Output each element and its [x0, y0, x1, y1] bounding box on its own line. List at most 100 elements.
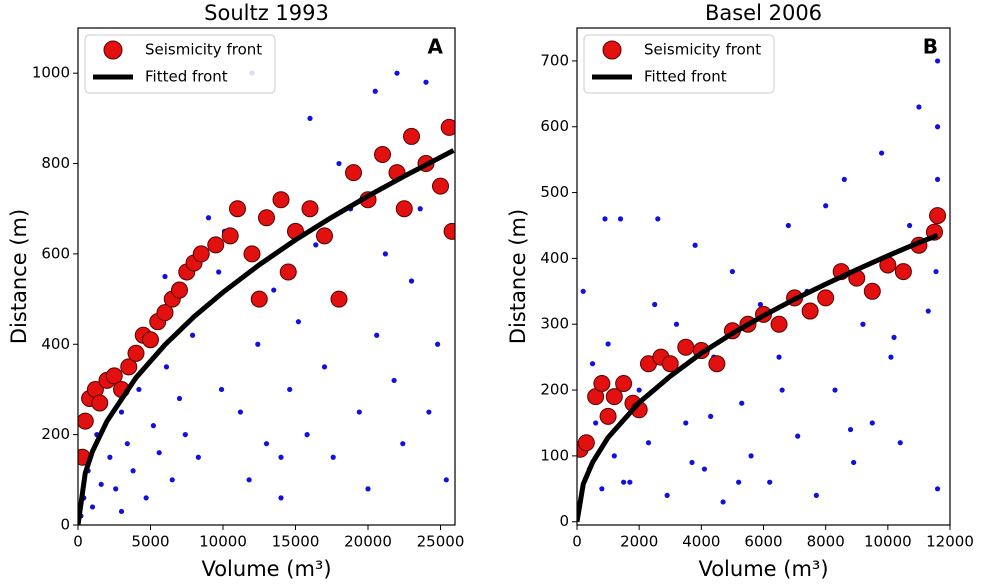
- front-point: [221, 227, 239, 245]
- event-point: [307, 115, 313, 121]
- front-point: [593, 374, 611, 392]
- legend-marker: [602, 40, 622, 60]
- x-axis-label: Volume (m³): [201, 557, 331, 581]
- event-point: [847, 426, 854, 433]
- event-point: [888, 354, 894, 360]
- event-point: [795, 433, 801, 439]
- y-tick-label: 800: [41, 154, 70, 172]
- event-point: [118, 508, 125, 515]
- event-point: [729, 268, 736, 275]
- event-point: [933, 268, 939, 275]
- event-point: [692, 242, 698, 248]
- legend-label: Seismicity front: [644, 41, 761, 59]
- event-point: [621, 479, 627, 485]
- event-point: [627, 479, 633, 485]
- panel-label: A: [428, 35, 444, 59]
- event-point: [605, 341, 611, 347]
- event-point: [823, 203, 829, 209]
- event-point: [313, 242, 319, 248]
- event-point: [925, 308, 931, 314]
- event-point: [365, 486, 371, 492]
- event-point: [779, 387, 785, 393]
- event-point: [879, 150, 885, 156]
- front-point: [171, 281, 188, 299]
- event-point: [143, 495, 149, 501]
- event-point: [330, 454, 336, 460]
- front-point: [330, 290, 348, 308]
- front-point: [443, 222, 455, 240]
- y-axis-label: Distance (m): [7, 209, 31, 344]
- y-tick-label: 300: [540, 315, 569, 333]
- event-point: [124, 441, 130, 447]
- event-point: [934, 58, 941, 64]
- event-point: [287, 386, 293, 393]
- event-point: [423, 79, 429, 85]
- y-tick-label: 600: [41, 244, 70, 262]
- x-tick-label: 0: [572, 533, 582, 551]
- event-point: [683, 420, 689, 426]
- front-point: [250, 290, 268, 308]
- event-point: [372, 88, 378, 94]
- x-tick-label: 12000: [926, 533, 974, 551]
- event-point: [162, 273, 168, 280]
- y-tick-label: 1000: [32, 64, 70, 82]
- front-point: [316, 227, 333, 245]
- x-tick-label: 15000: [272, 533, 320, 551]
- event-point: [118, 409, 125, 415]
- axes-frame: [576, 27, 951, 526]
- chart-title: Basel 2006: [705, 1, 822, 25]
- event-point: [736, 479, 742, 485]
- event-point: [701, 466, 708, 472]
- event-point: [589, 361, 596, 367]
- event-point: [156, 450, 162, 456]
- event-point: [891, 334, 897, 340]
- event-point: [304, 432, 310, 438]
- panel: Soultz 1993 Volume (m³) Distance (m) 0 5000 1…: [7, 1, 464, 581]
- front-point: [91, 394, 109, 412]
- chart-title: Soultz 1993: [204, 1, 329, 25]
- axes-frame: [77, 27, 456, 526]
- event-point: [934, 176, 941, 183]
- event-point: [417, 206, 423, 212]
- panel-label: B: [923, 35, 938, 59]
- legend-marker: [103, 40, 123, 60]
- event-point: [851, 459, 857, 466]
- x-tick-label: 20000: [344, 533, 392, 551]
- front-point: [207, 236, 225, 254]
- event-point: [443, 477, 449, 483]
- event-point: [136, 386, 142, 393]
- y-tick-label: 200: [41, 425, 70, 443]
- front-point: [801, 302, 819, 320]
- event-point: [278, 454, 284, 460]
- front-point: [395, 200, 413, 218]
- event-point: [295, 319, 301, 325]
- plot-area: [78, 70, 455, 525]
- event-point: [263, 441, 270, 447]
- legend-label: Seismicity front: [145, 41, 262, 59]
- event-point: [767, 479, 773, 485]
- front-point: [156, 304, 174, 322]
- front-point: [272, 191, 290, 209]
- front-point: [577, 434, 595, 452]
- front-point: [677, 338, 695, 356]
- event-point: [748, 453, 754, 459]
- event-point: [169, 477, 175, 483]
- event-point: [435, 341, 441, 347]
- event-point: [652, 301, 658, 308]
- front-point: [345, 164, 362, 182]
- front-point: [78, 412, 94, 430]
- event-point: [176, 395, 183, 402]
- front-point: [817, 289, 835, 307]
- event-point: [776, 354, 782, 360]
- event-point: [617, 216, 624, 222]
- y-tick-label: 400: [41, 335, 70, 353]
- event-point: [599, 486, 605, 492]
- y-tick-label: 400: [540, 249, 569, 267]
- front-point: [605, 388, 623, 406]
- event-point: [897, 440, 903, 446]
- event-point: [664, 492, 670, 498]
- event-point: [130, 468, 136, 474]
- front-point: [863, 282, 881, 300]
- event-point: [916, 104, 922, 110]
- event-point: [813, 492, 819, 498]
